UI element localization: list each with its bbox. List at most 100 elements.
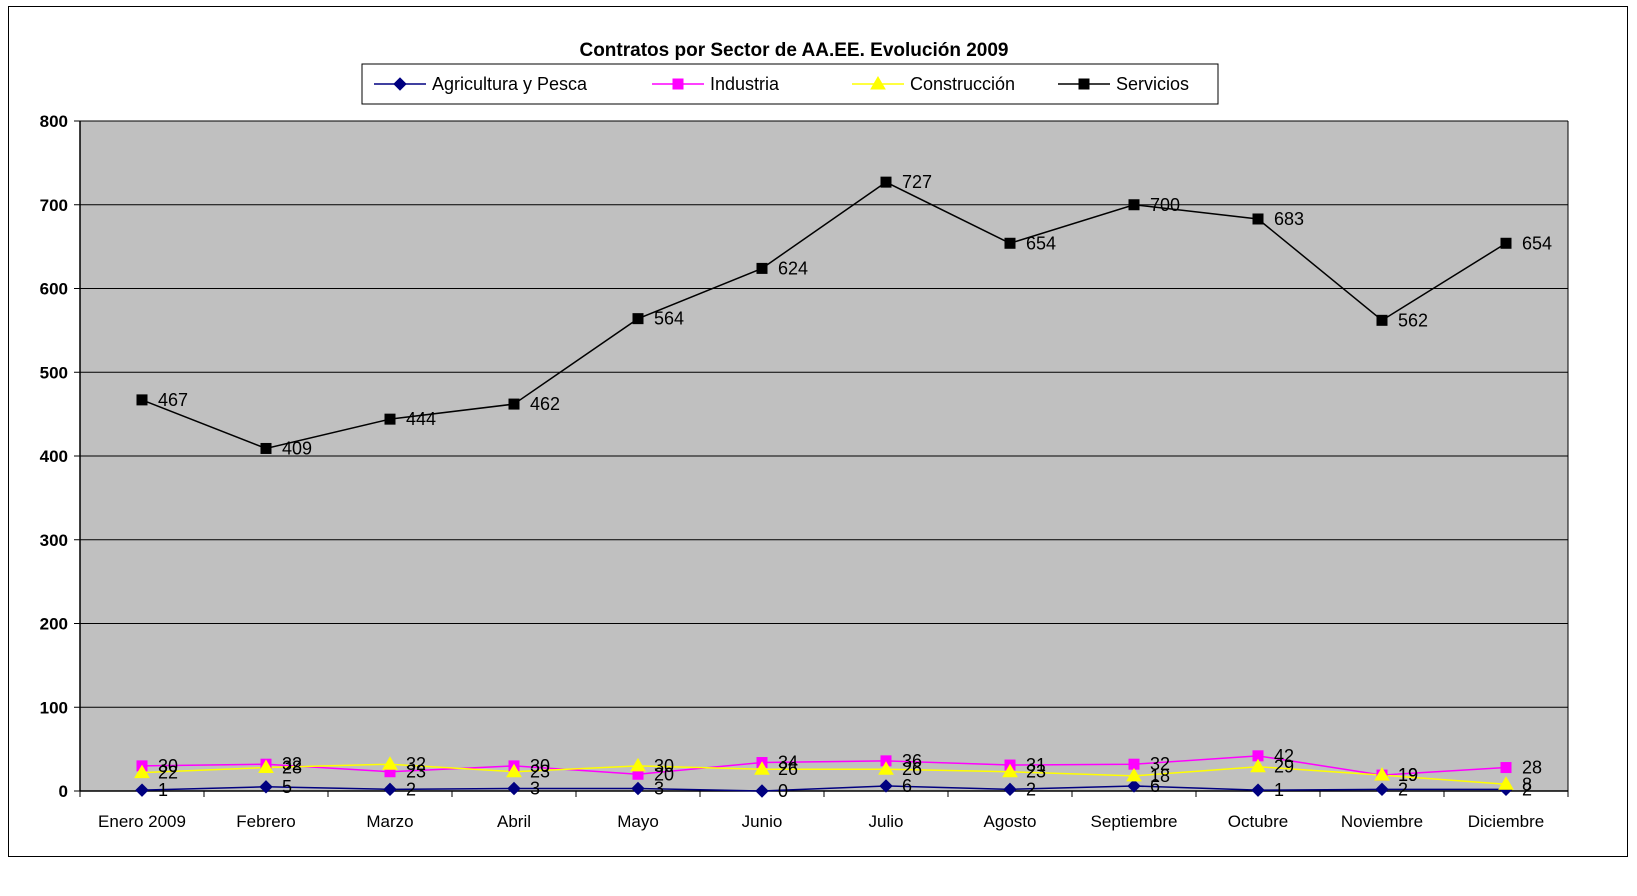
data-label: 1 xyxy=(158,780,168,800)
data-label: 6 xyxy=(902,776,912,796)
data-point xyxy=(631,781,645,796)
data-label: 683 xyxy=(1274,209,1304,229)
data-point xyxy=(507,781,521,796)
series-line-3 xyxy=(141,763,1507,786)
data-label: 727 xyxy=(902,172,932,192)
data-point xyxy=(1500,237,1512,249)
data-label: 1 xyxy=(1274,780,1284,800)
data-point xyxy=(1498,776,1514,790)
data-point xyxy=(878,761,894,775)
data-label: 18 xyxy=(1150,766,1170,786)
data-point xyxy=(1003,782,1017,797)
data-label: 5 xyxy=(282,777,292,797)
data-point xyxy=(382,756,398,770)
data-label: 31 xyxy=(1026,755,1046,775)
data-point xyxy=(632,313,644,325)
x-tick-label: Agosto xyxy=(984,812,1037,831)
legend-entry: Industria xyxy=(710,74,780,94)
data-label: 8 xyxy=(1522,774,1532,794)
y-tick-label: 800 xyxy=(40,112,68,131)
data-point xyxy=(754,761,770,775)
x-tick-label: Julio xyxy=(869,812,904,831)
legend-marker xyxy=(393,77,407,91)
data-point xyxy=(260,442,272,454)
y-tick-label: 600 xyxy=(40,280,68,299)
series-line-1 xyxy=(141,785,1506,792)
series-lines xyxy=(141,181,1507,792)
data-label: 3 xyxy=(654,778,664,798)
data-point xyxy=(756,262,768,274)
data-label: 29 xyxy=(1274,757,1294,777)
data-point xyxy=(258,759,274,774)
data-label: 34 xyxy=(778,753,798,773)
data-label: 654 xyxy=(1026,233,1056,253)
data-point xyxy=(1126,767,1142,782)
data-label: 6 xyxy=(1150,776,1160,796)
data-label: 28 xyxy=(282,758,302,778)
data-point xyxy=(135,783,149,797)
x-tick-label: Noviembre xyxy=(1341,812,1423,831)
y-tick-label: 400 xyxy=(40,447,68,466)
x-tick-label: Febrero xyxy=(236,812,296,831)
data-label: 20 xyxy=(654,764,674,784)
chart-title: Contratos por Sector de AA.EE. Evolución… xyxy=(579,40,1008,61)
data-label: 30 xyxy=(654,756,674,776)
y-tick-label: 0 xyxy=(59,782,68,801)
data-point xyxy=(508,398,520,410)
data-label: 26 xyxy=(778,759,798,779)
data-point xyxy=(755,784,769,798)
data-label: 0 xyxy=(778,781,788,801)
x-tick-label: Abril xyxy=(497,812,531,831)
data-label: 2 xyxy=(1522,779,1532,799)
data-point xyxy=(134,764,150,779)
y-tick-label: 500 xyxy=(40,363,68,382)
gridlines xyxy=(80,120,1568,708)
x-tick-label: Mayo xyxy=(617,812,659,831)
x-tick-label: Junio xyxy=(742,812,783,831)
data-point xyxy=(506,763,522,778)
data-label: 3 xyxy=(530,778,540,798)
data-label: 562 xyxy=(1398,310,1428,330)
data-point xyxy=(1252,213,1264,225)
data-label: 23 xyxy=(406,762,426,782)
legend-entry: Servicios xyxy=(1116,74,1189,94)
y-tick-label: 200 xyxy=(40,615,68,634)
data-label: 409 xyxy=(282,438,312,458)
series-markers xyxy=(134,176,1514,798)
data-point xyxy=(1374,767,1390,781)
data-label: 30 xyxy=(530,756,550,776)
data-label: 444 xyxy=(406,409,436,429)
y-axis-ticks: 0 100 200 300 400 500 600 700 800 xyxy=(40,112,80,801)
x-tick-label: Marzo xyxy=(366,812,413,831)
data-label: 2 xyxy=(1026,779,1036,799)
x-tick-label: Enero 2009 xyxy=(98,812,186,831)
data-point xyxy=(879,779,893,793)
legend-marker xyxy=(870,76,886,90)
data-point xyxy=(630,757,646,772)
series-line-2 xyxy=(141,755,1507,776)
data-label: 32 xyxy=(406,754,426,774)
data-label: 564 xyxy=(654,309,684,329)
data-label: 654 xyxy=(1522,233,1552,253)
x-axis-ticks: Enero 2009 Febrero Marzo Abril Mayo Junio Juli… xyxy=(79,791,1569,831)
data-label: 28 xyxy=(1522,758,1542,778)
data-label: 23 xyxy=(530,762,550,782)
legend-marker xyxy=(672,78,684,90)
legend-entry: Construcción xyxy=(910,74,1015,94)
legend-marker xyxy=(1078,78,1090,90)
legend-entry: Agricultura y Pesca xyxy=(432,74,588,94)
data-label: 32 xyxy=(1150,754,1170,774)
data-label: 36 xyxy=(902,751,922,771)
data-label: 32 xyxy=(282,754,302,774)
data-point xyxy=(880,176,892,188)
x-tick-label: Septiembre xyxy=(1091,812,1178,831)
data-point xyxy=(1250,758,1266,773)
data-point xyxy=(383,782,397,797)
data-point xyxy=(1500,762,1512,774)
data-label: 462 xyxy=(530,394,560,414)
data-label: 19 xyxy=(1398,765,1418,785)
data-point xyxy=(136,394,148,406)
data-label: 22 xyxy=(158,763,178,783)
